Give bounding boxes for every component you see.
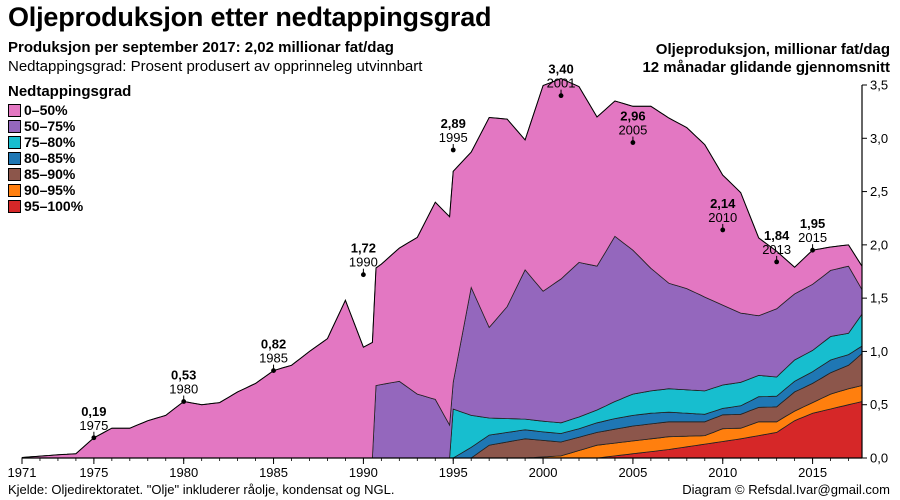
x-tick-label: 2000	[529, 465, 558, 480]
annotation-year: 1975	[79, 418, 108, 433]
y-tick-label: 2,5	[870, 184, 888, 199]
total-line	[21, 78, 863, 458]
x-tick-label: 1971	[8, 465, 37, 480]
legend-label: 80–85%	[24, 150, 76, 166]
annotation-year: 1995	[439, 130, 468, 145]
y-tick-label: 2,0	[870, 237, 888, 252]
legend-swatch	[8, 135, 21, 149]
legend-swatch	[8, 167, 21, 181]
legend-item-75-80: 75–80%	[8, 134, 131, 150]
legend-swatch	[8, 183, 21, 197]
legend-swatch	[8, 151, 21, 165]
x-tick-label: 1975	[79, 465, 108, 480]
y-tick-label: 3,0	[870, 131, 888, 146]
annotation-value: 2,14	[710, 196, 736, 211]
legend-label: 50–75%	[24, 118, 76, 134]
y-tick-label: 1,0	[870, 344, 888, 359]
credit-note: Diagram © Refsdal.Ivar@gmail.com	[682, 482, 890, 497]
annotation-value: 0,82	[261, 337, 286, 352]
legend: Nedtappingsgrad 0–50% 50–75% 75–80% 80–8…	[8, 83, 131, 214]
chart-title: Oljeproduksjon etter nedtappingsgrad	[8, 2, 492, 32]
annotation-year: 1985	[259, 351, 288, 366]
annotation-value: 1,72	[351, 241, 376, 256]
y-tick-label: 1,5	[870, 291, 888, 306]
annotation-value: 0,53	[171, 368, 196, 383]
annotation-value: 1,95	[800, 216, 825, 231]
annotation-value: 3,40	[548, 62, 573, 77]
legend-swatch	[8, 103, 21, 117]
annotation-year: 2005	[618, 123, 647, 138]
legend-label: 85–90%	[24, 166, 76, 182]
x-tick-label: 2010	[708, 465, 737, 480]
annotation-value: 2,96	[620, 109, 645, 124]
legend-swatch	[8, 199, 21, 213]
y-axis-title-line-1: Oljeproduksjon, millionar fat/dag	[655, 41, 890, 58]
y-tick-label: 3,5	[870, 78, 888, 93]
legend-label: 0–50%	[24, 102, 68, 118]
legend-label: 95–100%	[24, 198, 84, 214]
annotation-year: 1980	[169, 382, 198, 397]
legend-title: Nedtappingsgrad	[8, 83, 132, 100]
x-tick-label: 1985	[259, 465, 288, 480]
x-tick-label: 1995	[439, 465, 468, 480]
legend-item-80-85: 80–85%	[8, 150, 131, 166]
legend-item-50-75: 50–75%	[8, 118, 131, 134]
legend-label: 90–95%	[24, 182, 76, 198]
x-tick-label: 1980	[169, 465, 198, 480]
annotation-value: 0,19	[81, 404, 106, 419]
axes: 1971 1975 1980 1985 1990 1995 2000 2005 2010 2015…	[8, 78, 889, 481]
legend-item-90-95: 90–95%	[8, 182, 131, 198]
x-tick-label: 2005	[618, 465, 647, 480]
legend-label: 75–80%	[24, 134, 76, 150]
y-axis-title-line-2: 12 månadar glidande gjennomsnitt	[642, 59, 890, 76]
x-tick-label: 1990	[349, 465, 378, 480]
annotation-value: 1,84	[764, 228, 790, 243]
x-tick-label: 2015	[798, 465, 827, 480]
chart-subtitle-definition: Nedtappingsgrad: Prosent produsert av op…	[8, 58, 423, 75]
annotation-year: 2010	[708, 210, 737, 225]
y-tick-label: 0,0	[870, 451, 888, 466]
y-tick-label: 0,5	[870, 397, 888, 412]
annotation-marker	[810, 247, 815, 253]
source-note: Kjelde: Oljedirektoratet. "Olje" inklude…	[8, 482, 395, 497]
y-axis-title: Oljeproduksjon, millionar fat/dag 12 mån…	[642, 41, 890, 77]
legend-item-85-90: 85–90%	[8, 166, 131, 182]
legend-swatch	[8, 119, 21, 133]
annotation-year: 1990	[349, 255, 378, 270]
annotation-marker	[630, 140, 636, 145]
legend-item-0-50: 0–50%	[8, 102, 131, 118]
annotation-year: 2015	[798, 230, 827, 245]
annotation-year: 2001	[547, 76, 576, 91]
annotation-value: 2,89	[441, 116, 466, 131]
chart-subtitle: Produksjon per september 2017: 2,02 mill…	[8, 39, 394, 56]
annotation-marker	[720, 227, 726, 233]
legend-item-95-100: 95–100%	[8, 198, 131, 214]
annotation-year: 2013	[762, 242, 791, 257]
